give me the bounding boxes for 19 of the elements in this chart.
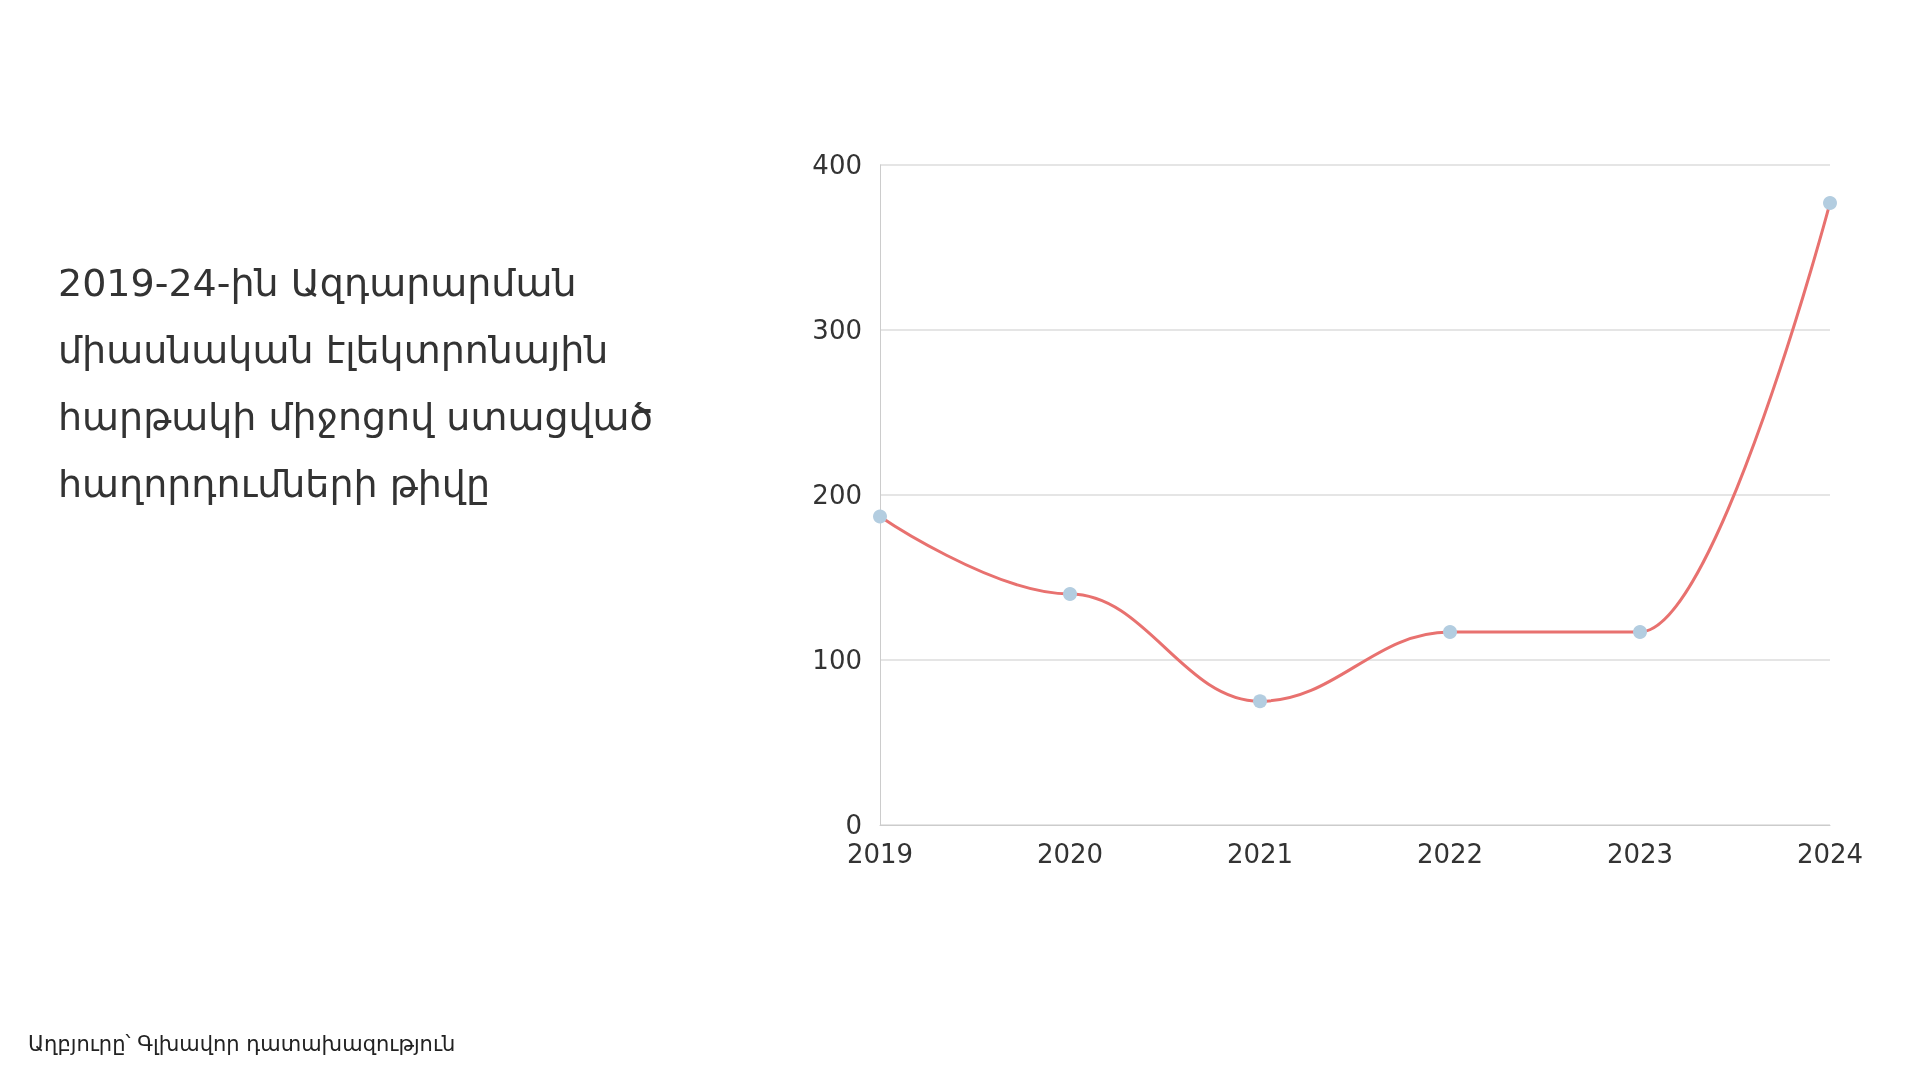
y-tick-label: 300 — [812, 315, 862, 345]
y-tick-label: 0 — [845, 810, 862, 840]
point — [1063, 587, 1077, 601]
x-tick-label: 2023 — [1606, 839, 1674, 869]
x-tick-label: 2024 — [1796, 839, 1864, 869]
y-tick-label: 400 — [812, 150, 862, 180]
x-tick-label: 2022 — [1416, 839, 1484, 869]
x-tick-label: 2021 — [1226, 839, 1294, 869]
point — [1823, 195, 1837, 210]
point — [873, 509, 887, 524]
point — [1633, 624, 1647, 639]
y-tick-label: 100 — [812, 645, 862, 675]
x-tick-label: 2020 — [1036, 839, 1104, 869]
text: 2019-24-ին Ազդարարման միասնական էլեկտրոնային հարթակի միջոցով ստացված հաղորդումների թիվը — [58, 260, 655, 508]
point — [1443, 624, 1457, 639]
text: Աղբյուրը՝ Գլխավոր դատախազություն — [28, 1032, 456, 1056]
point — [1253, 694, 1267, 709]
x-tick-label: 2019 — [846, 839, 914, 869]
y-tick-label: 200 — [812, 480, 862, 510]
